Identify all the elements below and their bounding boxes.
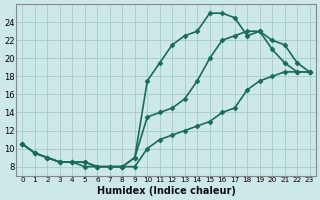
X-axis label: Humidex (Indice chaleur): Humidex (Indice chaleur) [97,186,236,196]
